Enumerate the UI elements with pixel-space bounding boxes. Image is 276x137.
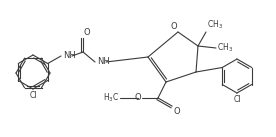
Text: NH: NH — [97, 58, 110, 66]
Text: O: O — [170, 22, 177, 31]
Text: CH$_3$: CH$_3$ — [207, 18, 223, 31]
Text: Cl: Cl — [29, 91, 37, 100]
Text: O: O — [173, 107, 180, 116]
Text: H$_3$C: H$_3$C — [103, 92, 119, 104]
Text: O: O — [134, 93, 141, 102]
Text: Cl: Cl — [233, 95, 241, 104]
Text: O: O — [84, 28, 91, 37]
Text: NH: NH — [63, 52, 76, 61]
Text: CH$_3$: CH$_3$ — [217, 42, 233, 54]
